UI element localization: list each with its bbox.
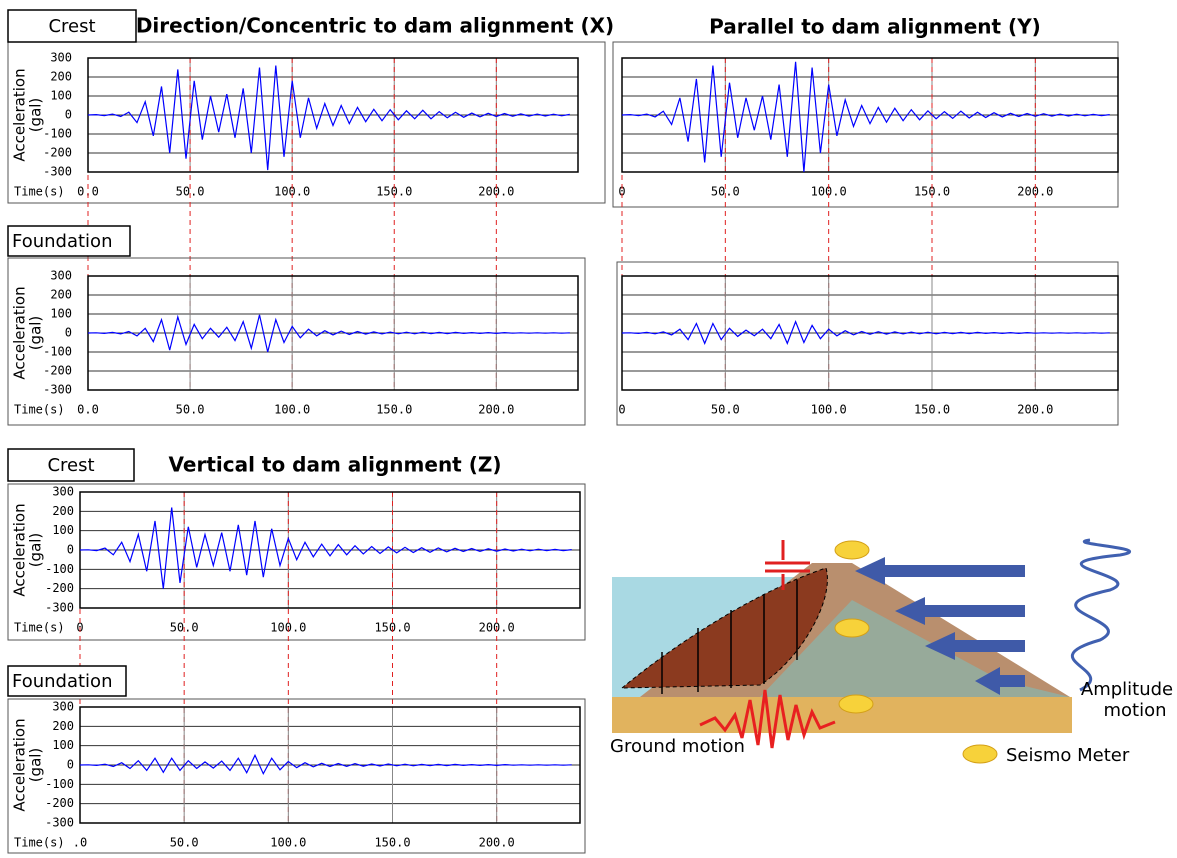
x-tick-label: 100.0 xyxy=(270,836,306,850)
chart-frame xyxy=(8,42,605,203)
y-tick-label: -100 xyxy=(45,777,74,791)
y-tick-label: -100 xyxy=(43,127,72,141)
y-tick-label: 100 xyxy=(50,307,72,321)
y-axis-label: (gal) xyxy=(27,533,45,568)
x-tick-label: 50.0 xyxy=(176,403,205,417)
chart-frame xyxy=(617,262,1118,425)
y-tick-label: -100 xyxy=(45,562,74,576)
waveform xyxy=(80,508,572,589)
y-tick-label: -200 xyxy=(43,146,72,160)
y-axis-label: (gal) xyxy=(27,316,45,351)
x-tick-label: 0.0 xyxy=(77,403,99,417)
y-tick-label: -300 xyxy=(45,816,74,830)
panel-label: Foundation xyxy=(12,231,112,252)
y-axis-label: (gal) xyxy=(27,748,45,783)
x-tick-label: .0 xyxy=(73,836,87,850)
x-tick-label: 150.0 xyxy=(376,403,412,417)
chart-frame xyxy=(8,699,585,853)
y-tick-label: 200 xyxy=(50,288,72,302)
y-tick-label: 200 xyxy=(52,504,74,518)
x-tick-label: 50.0 xyxy=(170,836,199,850)
amplitude-label: motion xyxy=(1103,700,1166,721)
y-tick-label: 0 xyxy=(65,108,72,122)
y-tick-label: -300 xyxy=(43,383,72,397)
x-axis-label: Time(s) xyxy=(14,185,65,199)
waveform xyxy=(88,66,570,171)
y-tick-label: 100 xyxy=(52,738,74,752)
chart-frame xyxy=(8,258,585,425)
y-tick-label: 200 xyxy=(52,719,74,733)
x-tick-label: 0 xyxy=(618,403,625,417)
y-tick-label: 300 xyxy=(50,51,72,65)
y-tick-label: -200 xyxy=(45,796,74,810)
seismo-meter-label: Seismo Meter xyxy=(1006,745,1130,766)
dam-diagram: Amplitude motion Ground motion Seismo Me… xyxy=(610,540,1173,766)
x-tick-label: 50.0 xyxy=(711,403,740,417)
y-tick-label: -100 xyxy=(43,345,72,359)
y-tick-label: 100 xyxy=(50,89,72,103)
y-tick-label: -300 xyxy=(43,165,72,179)
amplitude-wave xyxy=(1072,540,1129,690)
chart-frame xyxy=(8,484,585,640)
panel-label: Crest xyxy=(48,16,95,37)
x-axis-label: Time(s) xyxy=(14,836,65,850)
figure: Amplitude motion Ground motion Seismo Me… xyxy=(0,0,1177,854)
y-axis-label: (gal) xyxy=(27,98,45,133)
y-tick-label: 100 xyxy=(52,523,74,537)
x-axis-label: Time(s) xyxy=(14,621,65,635)
y-tick-label: 300 xyxy=(50,269,72,283)
y-tick-label: 0 xyxy=(67,543,74,557)
chart-title: Direction/Concentric to dam alignment (X… xyxy=(136,14,614,38)
x-tick-label: 200.0 xyxy=(1017,403,1053,417)
amplitude-label: Amplitude xyxy=(1081,679,1173,700)
x-axis-label: Time(s) xyxy=(14,403,65,417)
x-tick-label: 150.0 xyxy=(374,836,410,850)
panel-label: Crest xyxy=(47,455,94,476)
y-tick-label: 300 xyxy=(52,485,74,499)
x-tick-label: 200.0 xyxy=(478,403,514,417)
ground-motion-label: Ground motion xyxy=(610,736,745,757)
y-tick-label: 300 xyxy=(52,700,74,714)
chart-title: Parallel to dam alignment (Y) xyxy=(709,15,1041,39)
chart-frame xyxy=(613,42,1118,207)
y-tick-label: -200 xyxy=(43,364,72,378)
x-tick-label: 100.0 xyxy=(811,403,847,417)
y-tick-label: 0 xyxy=(67,758,74,772)
x-tick-label: 100.0 xyxy=(274,403,310,417)
waveform xyxy=(622,62,1110,172)
y-tick-label: 0 xyxy=(65,326,72,340)
y-tick-label: 200 xyxy=(50,70,72,84)
panel-label: Foundation xyxy=(12,671,112,692)
x-tick-label: 150.0 xyxy=(914,403,950,417)
y-tick-label: -200 xyxy=(45,581,74,595)
y-tick-label: -300 xyxy=(45,601,74,615)
chart-title: Vertical to dam alignment (Z) xyxy=(169,453,502,477)
x-tick-label: 200.0 xyxy=(479,836,515,850)
